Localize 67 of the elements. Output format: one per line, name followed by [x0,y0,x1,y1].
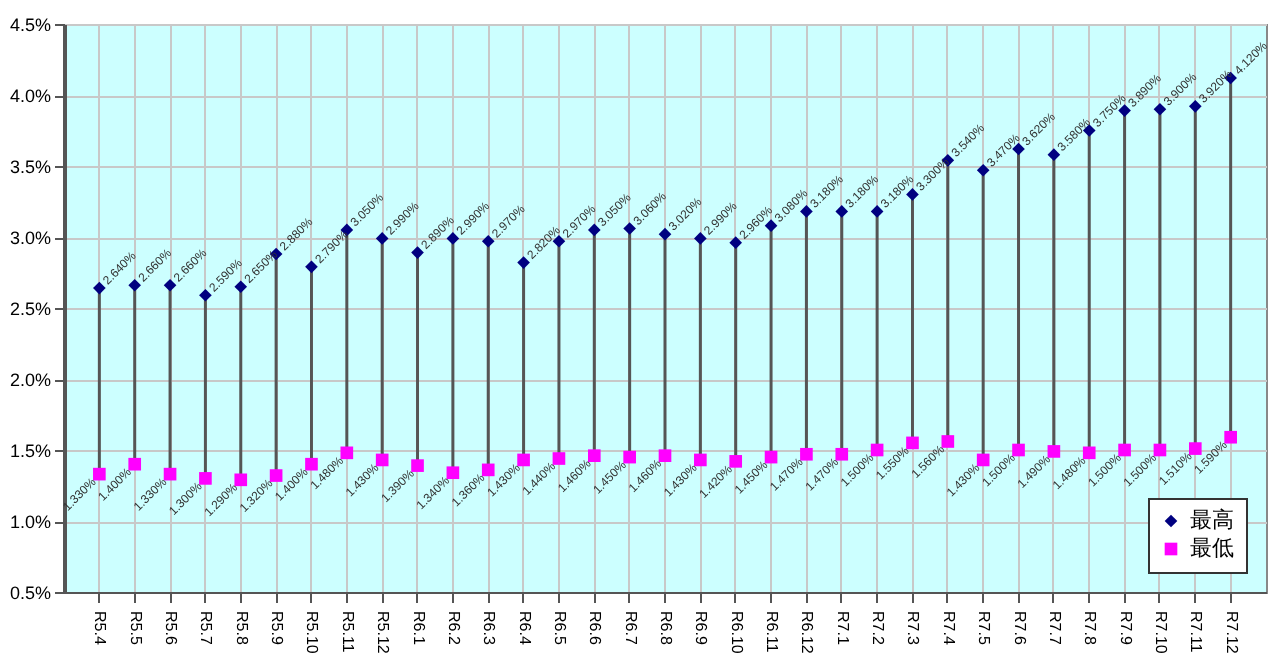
point [199,472,212,485]
y-tick-label: 1.5% [9,441,51,461]
point [1047,148,1061,161]
x-tick-label: R7.9 [1116,611,1135,646]
point [128,457,142,471]
x-tick-label: R7.8 [1081,611,1100,646]
point [163,467,177,481]
point [305,260,318,274]
x-tick-label: R6.11 [763,611,782,654]
point [411,246,424,259]
x-tick-label: R6.12 [798,611,817,655]
legend-label: 最高 [1190,507,1234,533]
x-tick-label: R6.10 [727,611,746,655]
point [375,453,389,467]
x-tick-label: R5.8 [232,611,251,646]
x-tick-label: R7.7 [1045,611,1064,646]
x-tick-label: R6.8 [657,611,675,646]
x-tick-label: R5.12 [374,611,393,655]
x-tick-label: R7.12 [1222,611,1241,655]
y-tick-label: 2.0% [9,370,51,390]
x-tick-label: R7.1 [833,611,852,646]
y-tick-label: 4.5% [9,15,51,35]
x-tick-label: R7.3 [904,611,923,646]
point [1224,430,1237,444]
point [517,256,530,269]
x-tick-label: R7.5 [975,611,994,646]
point [694,232,707,245]
x-tick-label: R5.9 [268,611,287,646]
point [1047,445,1061,458]
x-tick-label: R6.6 [586,611,605,646]
x-tick-label: R5.10 [303,611,322,655]
x-tick-label: R5.7 [197,611,216,646]
legend-label: 最低 [1190,537,1234,561]
point [340,446,354,460]
point [729,236,743,249]
x-tick-label: R6.7 [621,611,640,646]
y-tick-label: 4.0% [9,86,51,106]
y-tick-label: 0.5% [9,583,51,603]
x-tick-label: R6.4 [515,611,534,646]
y-tick-label: 2.5% [9,299,51,319]
point [658,227,672,241]
x-tick-label: R6.1 [409,611,428,646]
point [93,281,106,295]
point [658,449,672,463]
y-tick-label: 3.5% [9,157,51,177]
x-tick-label: R6.5 [550,611,569,646]
x-tick-label: R6.3 [480,611,499,646]
x-tick-label: R5.6 [162,611,181,646]
x-tick-label: R5.5 [126,611,145,646]
point [375,232,389,245]
x-tick-label: R7.2 [869,611,888,646]
point [199,288,212,302]
x-tick-label: R7.4 [939,611,958,646]
y-tick-label: 3.0% [9,228,51,248]
point [1012,443,1025,457]
x-tick-label: R7.10 [1151,611,1170,655]
x-tick-label: R7.6 [1010,611,1029,646]
x-tick-label: R5.4 [91,611,110,646]
point [976,163,990,177]
point [411,459,424,472]
x-tick-label: R5.11 [338,611,357,654]
point [694,453,707,467]
point [941,435,955,448]
y-tick-label: 1.0% [9,512,51,532]
x-tick-label: R6.2 [444,611,463,646]
x-tick-label: R6.9 [692,611,711,646]
x-tick-label: R7.11 [1187,611,1206,654]
